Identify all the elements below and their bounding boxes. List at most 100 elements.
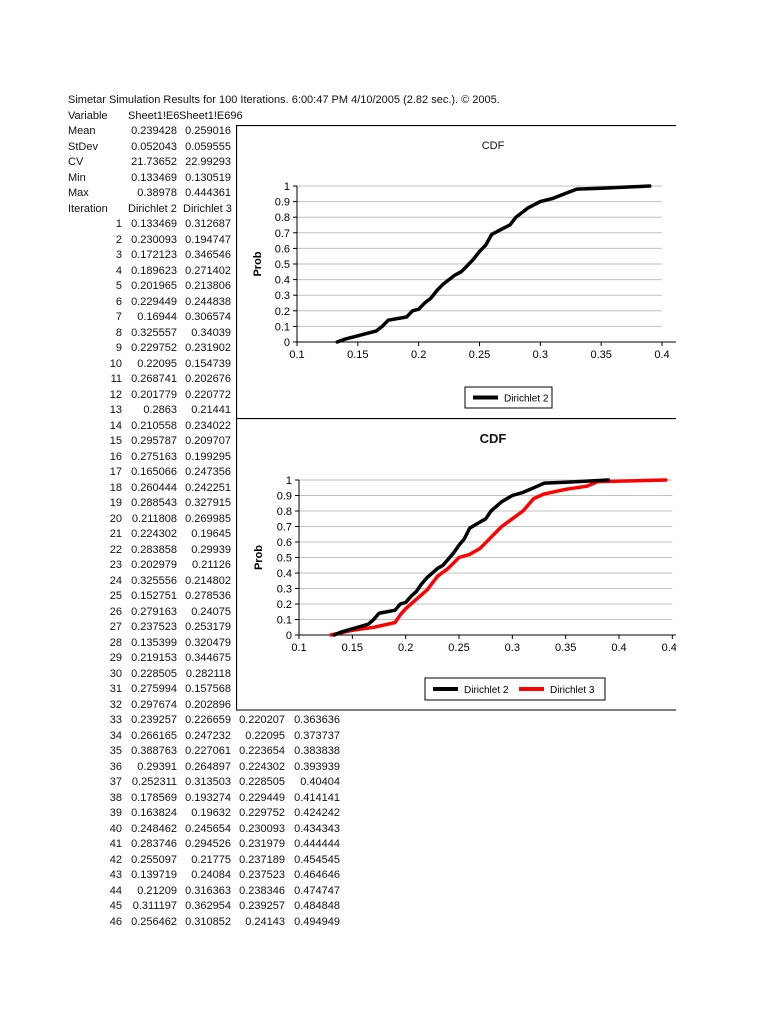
x-tick-label: 0.45 xyxy=(662,642,676,654)
iteration-value: 0.228505 xyxy=(131,667,177,680)
iteration-value: 0.21209 xyxy=(137,884,177,897)
iteration-number: 18 xyxy=(109,481,122,494)
iteration-value: 0.152751 xyxy=(131,590,177,602)
variable-row: Variable Sheet1!E6 Sheet1!E696 xyxy=(68,109,368,124)
iteration-value: 0.278536 xyxy=(185,590,231,602)
table-row: 34 0.266165 0.247232 0.22095 0.373737 xyxy=(68,729,368,744)
iteration-number: 3 xyxy=(115,249,122,261)
iteration-number: 9 xyxy=(115,342,122,354)
iteration-value: 0.269985 xyxy=(185,512,231,525)
y-tick-label: 0.6 xyxy=(275,243,290,255)
y-tick-label: 0 xyxy=(284,337,290,349)
y-tick-label: 0.7 xyxy=(275,228,290,240)
iteration-value: 0.283858 xyxy=(131,543,177,556)
x-tick-label: 0.15 xyxy=(347,349,368,361)
iteration-number: 33 xyxy=(109,714,122,726)
iteration-number: 7 xyxy=(115,311,122,323)
table-row: 39 0.163824 0.19632 0.229752 0.424242 xyxy=(68,806,368,821)
table-row: 16 0.275163 0.199295 xyxy=(68,450,368,465)
iteration-value: 0.24075 xyxy=(191,605,231,618)
stat-value: 0.444361 xyxy=(185,187,231,199)
iteration-value: 0.310852 xyxy=(185,915,231,928)
x-tick-label: 0.35 xyxy=(590,349,611,361)
y-tick-label: 0.9 xyxy=(277,491,292,503)
iteration-value: 0.21775 xyxy=(191,853,231,866)
iteration-number: 16 xyxy=(109,450,122,463)
iteration-number: 36 xyxy=(109,760,122,773)
y-axis-label: Prob xyxy=(252,251,264,276)
iteration-value: 0.383838 xyxy=(294,745,340,757)
iteration-value: 0.154739 xyxy=(185,357,231,370)
stat-value: 0.059555 xyxy=(185,140,231,153)
iteration-value: 0.193274 xyxy=(185,791,231,804)
table-row: 35 0.388763 0.227061 0.223654 0.383838 xyxy=(68,744,368,759)
iteration-value: 0.40404 xyxy=(300,776,340,788)
x-tick-label: 0.1 xyxy=(289,349,304,361)
table-row: 13 0.2863 0.21441 xyxy=(68,403,368,418)
iteration-value: 0.320479 xyxy=(185,636,231,649)
iteration-value: 0.223654 xyxy=(239,745,285,757)
chart-title: CDF xyxy=(480,431,507,446)
iteration-value: 0.275163 xyxy=(131,450,177,463)
iteration-number: 8 xyxy=(115,326,122,339)
iteration-value: 0.220772 xyxy=(185,388,231,401)
iteration-value: 0.247356 xyxy=(185,466,231,478)
iteration-value: 0.424242 xyxy=(294,807,340,819)
stat-label: CV xyxy=(68,156,84,168)
iteration-value: 0.346546 xyxy=(185,249,231,261)
stat-label: Max xyxy=(68,187,89,199)
table-row: 7 0.16944 0.306574 xyxy=(68,310,368,325)
iteration-value: 0.279163 xyxy=(131,605,177,618)
legend-label: Dirichlet 2 xyxy=(464,685,509,696)
iteration-value: 0.135399 xyxy=(131,636,177,649)
iteration-value: 0.312687 xyxy=(185,218,231,230)
iteration-value: 0.256462 xyxy=(131,915,177,928)
iteration-value: 0.464646 xyxy=(294,869,340,881)
iteration-value: 0.282118 xyxy=(185,667,231,680)
iteration-number: 19 xyxy=(109,497,122,509)
iteration-number: 44 xyxy=(109,884,122,897)
iteration-number: 25 xyxy=(109,590,122,602)
y-tick-label: 0.2 xyxy=(277,599,292,611)
iteration-number: 41 xyxy=(109,838,122,850)
iteration-value: 0.316363 xyxy=(185,884,231,897)
table-row: 19 0.288543 0.327915 xyxy=(68,496,368,511)
iteration-number: 24 xyxy=(109,574,122,587)
x-tick-label: 0.4 xyxy=(654,349,669,361)
iteration-value: 0.214802 xyxy=(185,574,231,587)
iteration-value: 0.297674 xyxy=(131,698,177,711)
stat-row: StDev 0.052043 0.059555 xyxy=(68,140,368,155)
table-row: 6 0.229449 0.244838 xyxy=(68,295,368,310)
iteration-value: 0.327915 xyxy=(185,497,231,509)
iteration-number: 21 xyxy=(109,528,122,540)
iteration-value: 0.224302 xyxy=(239,760,285,773)
iteration-value: 0.202896 xyxy=(185,698,231,711)
table-row: 46 0.256462 0.310852 0.24143 0.494949 xyxy=(68,915,368,930)
iteration-value: 0.226659 xyxy=(185,714,231,726)
legend-box xyxy=(464,386,553,409)
stat-row: Max 0.38978 0.444361 xyxy=(68,186,368,201)
iteration-value: 0.21441 xyxy=(191,404,231,416)
table-row: 31 0.275994 0.157568 xyxy=(68,682,368,697)
table-row: 45 0.311197 0.362954 0.239257 0.484848 xyxy=(68,899,368,914)
stat-row: Mean 0.239428 0.259016 xyxy=(68,124,368,139)
table-row: 41 0.283746 0.294526 0.231979 0.444444 xyxy=(68,837,368,852)
iteration-value: 0.231902 xyxy=(185,342,231,354)
iteration-value: 0.253179 xyxy=(185,621,231,633)
iteration-value: 0.2863 xyxy=(143,404,177,416)
iteration-value: 0.283746 xyxy=(131,838,177,850)
y-tick-label: 0.6 xyxy=(277,537,292,549)
iteration-value: 0.260444 xyxy=(131,481,177,494)
table-row: 9 0.229752 0.231902 xyxy=(68,341,368,356)
table-row: 23 0.202979 0.21126 xyxy=(68,558,368,573)
x-tick-label: 0.2 xyxy=(411,349,426,361)
iteration-number: 40 xyxy=(109,822,122,835)
stat-label: Min xyxy=(68,171,86,184)
iteration-value: 0.414141 xyxy=(294,791,340,804)
table-row: 11 0.268741 0.202676 xyxy=(68,372,368,387)
stat-label: Mean xyxy=(68,125,96,137)
table-row: 37 0.252311 0.313503 0.228505 0.40404 xyxy=(68,775,368,790)
iteration-number: 43 xyxy=(109,869,122,881)
iteration-value: 0.373737 xyxy=(294,729,340,742)
iteration-value: 0.16944 xyxy=(137,311,177,323)
